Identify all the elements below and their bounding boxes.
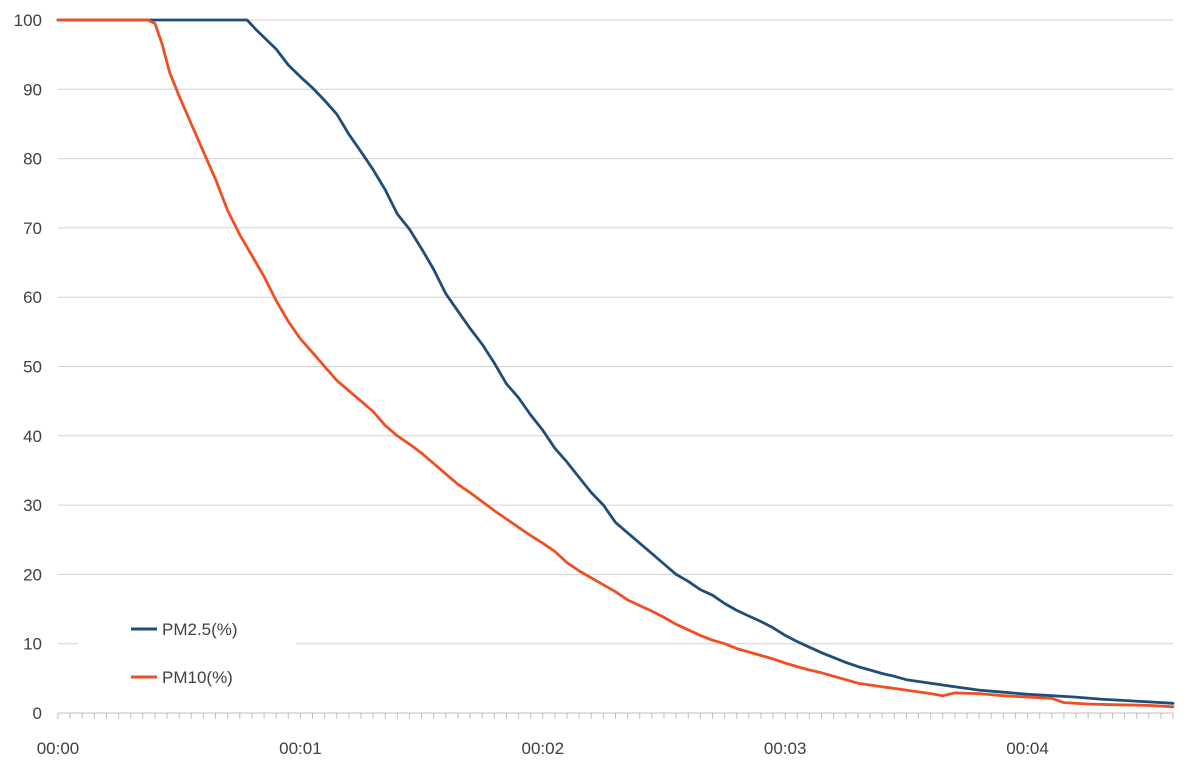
- y-tick-label: 20: [23, 565, 42, 584]
- y-tick-label: 90: [23, 80, 42, 99]
- gridlines: [58, 19, 1173, 645]
- legend: PM2.5(%) PM10(%): [78, 602, 296, 700]
- legend-label-0: PM2.5(%): [162, 620, 238, 639]
- series-lines: [56, 18, 1175, 709]
- axes: 0 10 20 30 40 50 60 70 80 90 100 00:00 00:01 00:02 00:…: [14, 11, 1174, 758]
- y-tick-label: 10: [23, 635, 42, 654]
- y-tick-label: 50: [23, 358, 42, 377]
- y-tick-label: 100: [14, 11, 42, 30]
- legend-box: [78, 602, 296, 700]
- legend-label-1: PM10(%): [162, 668, 233, 687]
- series-line-1: [56, 18, 1175, 709]
- y-tick-label: 80: [23, 150, 42, 169]
- x-tick-label: 00:03: [764, 739, 807, 758]
- y-tick-label: 0: [33, 704, 42, 723]
- x-tick-label: 00:01: [279, 739, 322, 758]
- x-tick-label: 00:00: [37, 739, 80, 758]
- x-tick-label: 00:04: [1006, 739, 1049, 758]
- y-tick-label: 40: [23, 427, 42, 446]
- series-line-0: [56, 18, 1175, 705]
- y-tick-label: 30: [23, 496, 42, 515]
- x-tick-label: 00:02: [522, 739, 565, 758]
- y-tick-label: 60: [23, 288, 42, 307]
- y-tick-label: 70: [23, 219, 42, 238]
